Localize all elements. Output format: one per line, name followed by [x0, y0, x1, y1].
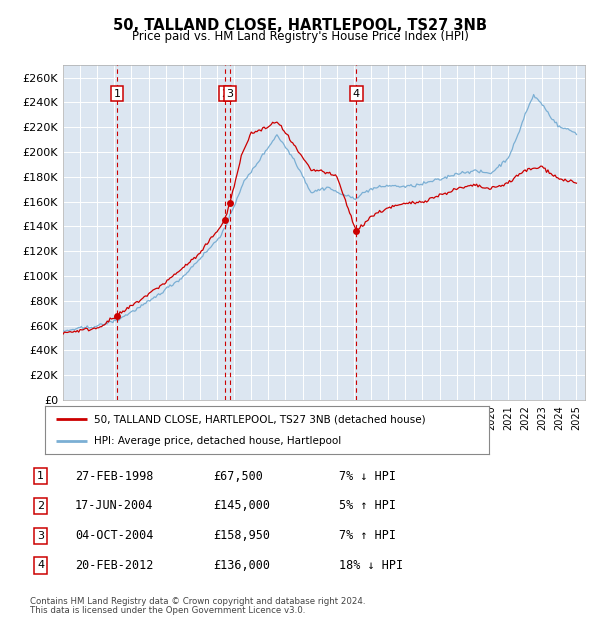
Text: 3: 3: [37, 531, 44, 541]
Text: 7% ↓ HPI: 7% ↓ HPI: [339, 470, 396, 482]
Text: Contains HM Land Registry data © Crown copyright and database right 2024.: Contains HM Land Registry data © Crown c…: [30, 597, 365, 606]
Text: 04-OCT-2004: 04-OCT-2004: [75, 529, 154, 542]
Text: Price paid vs. HM Land Registry's House Price Index (HPI): Price paid vs. HM Land Registry's House …: [131, 30, 469, 43]
Text: £136,000: £136,000: [213, 559, 270, 572]
Text: 27-FEB-1998: 27-FEB-1998: [75, 470, 154, 482]
Text: 7% ↑ HPI: 7% ↑ HPI: [339, 529, 396, 542]
Text: HPI: Average price, detached house, Hartlepool: HPI: Average price, detached house, Hart…: [94, 436, 341, 446]
Text: 1: 1: [113, 89, 121, 99]
Text: 50, TALLAND CLOSE, HARTLEPOOL, TS27 3NB (detached house): 50, TALLAND CLOSE, HARTLEPOOL, TS27 3NB …: [94, 414, 425, 425]
Text: £158,950: £158,950: [213, 529, 270, 542]
Text: 4: 4: [37, 560, 44, 570]
Text: 2: 2: [221, 89, 229, 99]
Text: 3: 3: [226, 89, 233, 99]
Text: 17-JUN-2004: 17-JUN-2004: [75, 500, 154, 512]
Text: 50, TALLAND CLOSE, HARTLEPOOL, TS27 3NB: 50, TALLAND CLOSE, HARTLEPOOL, TS27 3NB: [113, 18, 487, 33]
Text: 20-FEB-2012: 20-FEB-2012: [75, 559, 154, 572]
Text: £67,500: £67,500: [213, 470, 263, 482]
Text: This data is licensed under the Open Government Licence v3.0.: This data is licensed under the Open Gov…: [30, 606, 305, 615]
Text: £145,000: £145,000: [213, 500, 270, 512]
Text: 5% ↑ HPI: 5% ↑ HPI: [339, 500, 396, 512]
Text: 18% ↓ HPI: 18% ↓ HPI: [339, 559, 403, 572]
Text: 4: 4: [353, 89, 360, 99]
Text: 1: 1: [37, 471, 44, 481]
Text: 2: 2: [37, 501, 44, 511]
